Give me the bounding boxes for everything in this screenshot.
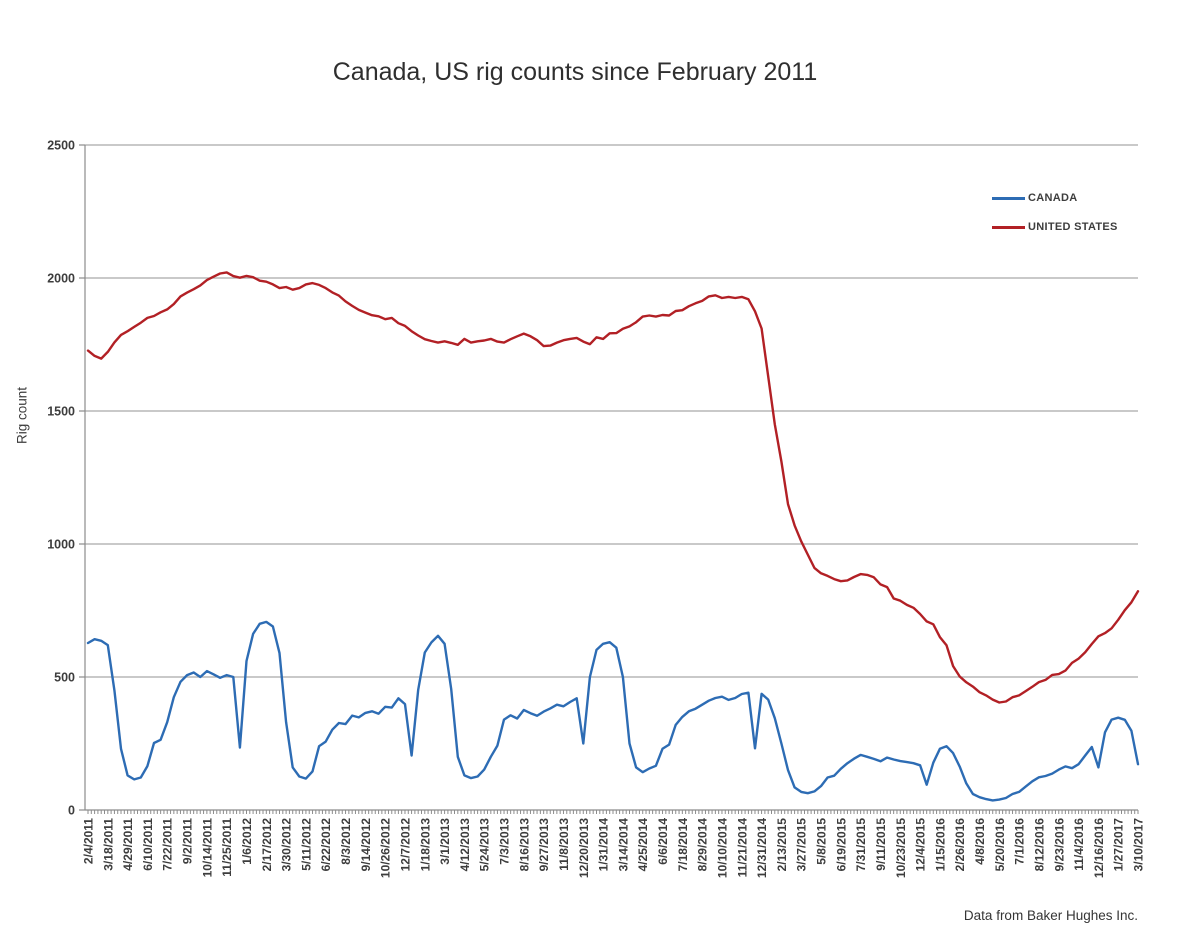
svg-text:7/3/2013: 7/3/2013 — [498, 818, 512, 865]
svg-text:4/29/2011: 4/29/2011 — [121, 818, 135, 871]
svg-text:1/27/2017: 1/27/2017 — [1112, 818, 1126, 872]
svg-text:10/14/2011: 10/14/2011 — [200, 818, 214, 878]
svg-text:5/11/2012: 5/11/2012 — [299, 818, 313, 871]
legend: CANADA UNITED STATES — [992, 191, 1118, 249]
svg-text:11/4/2016: 11/4/2016 — [1072, 818, 1086, 871]
svg-text:4/12/2013: 4/12/2013 — [458, 818, 472, 872]
svg-text:2000: 2000 — [47, 272, 75, 286]
canada-line-swatch — [992, 196, 1025, 200]
svg-text:1/18/2013: 1/18/2013 — [418, 818, 432, 872]
svg-text:9/14/2012: 9/14/2012 — [359, 818, 373, 872]
svg-text:7/1/2016: 7/1/2016 — [1013, 818, 1027, 865]
svg-text:12/31/2014: 12/31/2014 — [755, 818, 769, 878]
svg-text:3/27/2015: 3/27/2015 — [795, 818, 809, 872]
svg-text:1/15/2016: 1/15/2016 — [933, 818, 947, 872]
svg-text:9/27/2013: 9/27/2013 — [537, 818, 551, 872]
svg-text:7/18/2014: 7/18/2014 — [676, 818, 690, 872]
svg-text:500: 500 — [54, 671, 75, 685]
chart-title: Canada, US rig counts since February 201… — [332, 58, 818, 86]
svg-text:8/3/2012: 8/3/2012 — [339, 818, 353, 865]
svg-text:9/11/2015: 9/11/2015 — [874, 818, 888, 871]
svg-text:2/13/2015: 2/13/2015 — [775, 818, 789, 872]
svg-text:10/23/2015: 10/23/2015 — [894, 818, 908, 878]
svg-text:12/20/2013: 12/20/2013 — [577, 818, 591, 878]
svg-text:7/31/2015: 7/31/2015 — [854, 818, 868, 872]
svg-text:12/4/2015: 12/4/2015 — [914, 818, 928, 872]
source-note: Data from Baker Hughes Inc. — [963, 908, 1138, 923]
svg-text:2/4/2011: 2/4/2011 — [82, 818, 96, 864]
svg-text:11/21/2014: 11/21/2014 — [735, 818, 749, 878]
svg-text:12/16/2016: 12/16/2016 — [1092, 818, 1106, 878]
svg-text:11/8/2013: 11/8/2013 — [557, 818, 571, 871]
svg-text:1500: 1500 — [47, 405, 75, 419]
legend-label-canada: CANADA — [1028, 192, 1078, 204]
svg-text:3/18/2011: 3/18/2011 — [101, 818, 115, 871]
svg-text:2/17/2012: 2/17/2012 — [260, 818, 274, 872]
svg-text:3/14/2014: 3/14/2014 — [616, 818, 630, 872]
svg-text:7/22/2011: 7/22/2011 — [161, 818, 175, 871]
svg-text:2/26/2016: 2/26/2016 — [953, 818, 967, 872]
svg-text:6/22/2012: 6/22/2012 — [319, 818, 333, 872]
svg-text:4/8/2016: 4/8/2016 — [973, 818, 987, 865]
svg-text:9/2/2011: 9/2/2011 — [181, 818, 195, 864]
svg-text:3/10/2017: 3/10/2017 — [1132, 818, 1146, 872]
svg-text:6/19/2015: 6/19/2015 — [834, 818, 848, 872]
svg-text:1/31/2014: 1/31/2014 — [597, 818, 611, 872]
svg-text:0: 0 — [68, 804, 75, 818]
svg-text:9/23/2016: 9/23/2016 — [1052, 818, 1066, 872]
svg-text:5/8/2015: 5/8/2015 — [815, 818, 829, 865]
svg-text:3/30/2012: 3/30/2012 — [280, 818, 294, 872]
svg-text:6/6/2014: 6/6/2014 — [656, 818, 670, 865]
svg-text:4/25/2014: 4/25/2014 — [636, 818, 650, 872]
svg-text:5/20/2016: 5/20/2016 — [993, 818, 1007, 872]
svg-text:6/10/2011: 6/10/2011 — [141, 818, 155, 871]
legend-label-united-states: UNITED STATES — [1028, 221, 1118, 233]
svg-text:1/6/2012: 1/6/2012 — [240, 818, 254, 865]
svg-text:8/16/2013: 8/16/2013 — [517, 818, 531, 872]
svg-text:10/10/2014: 10/10/2014 — [716, 818, 730, 878]
svg-text:3/1/2013: 3/1/2013 — [438, 818, 452, 865]
svg-text:1000: 1000 — [47, 538, 75, 552]
svg-text:11/25/2011: 11/25/2011 — [220, 818, 234, 877]
svg-text:12/7/2012: 12/7/2012 — [399, 818, 413, 872]
svg-text:10/26/2012: 10/26/2012 — [379, 818, 393, 878]
svg-text:5/24/2013: 5/24/2013 — [478, 818, 492, 872]
svg-text:8/29/2014: 8/29/2014 — [696, 818, 710, 872]
svg-text:2500: 2500 — [47, 139, 75, 153]
svg-text:8/12/2016: 8/12/2016 — [1032, 818, 1046, 872]
legend-item-united-states: UNITED STATES — [992, 220, 1118, 234]
legend-item-canada: CANADA — [992, 191, 1118, 205]
united-states-line-swatch — [992, 225, 1025, 229]
